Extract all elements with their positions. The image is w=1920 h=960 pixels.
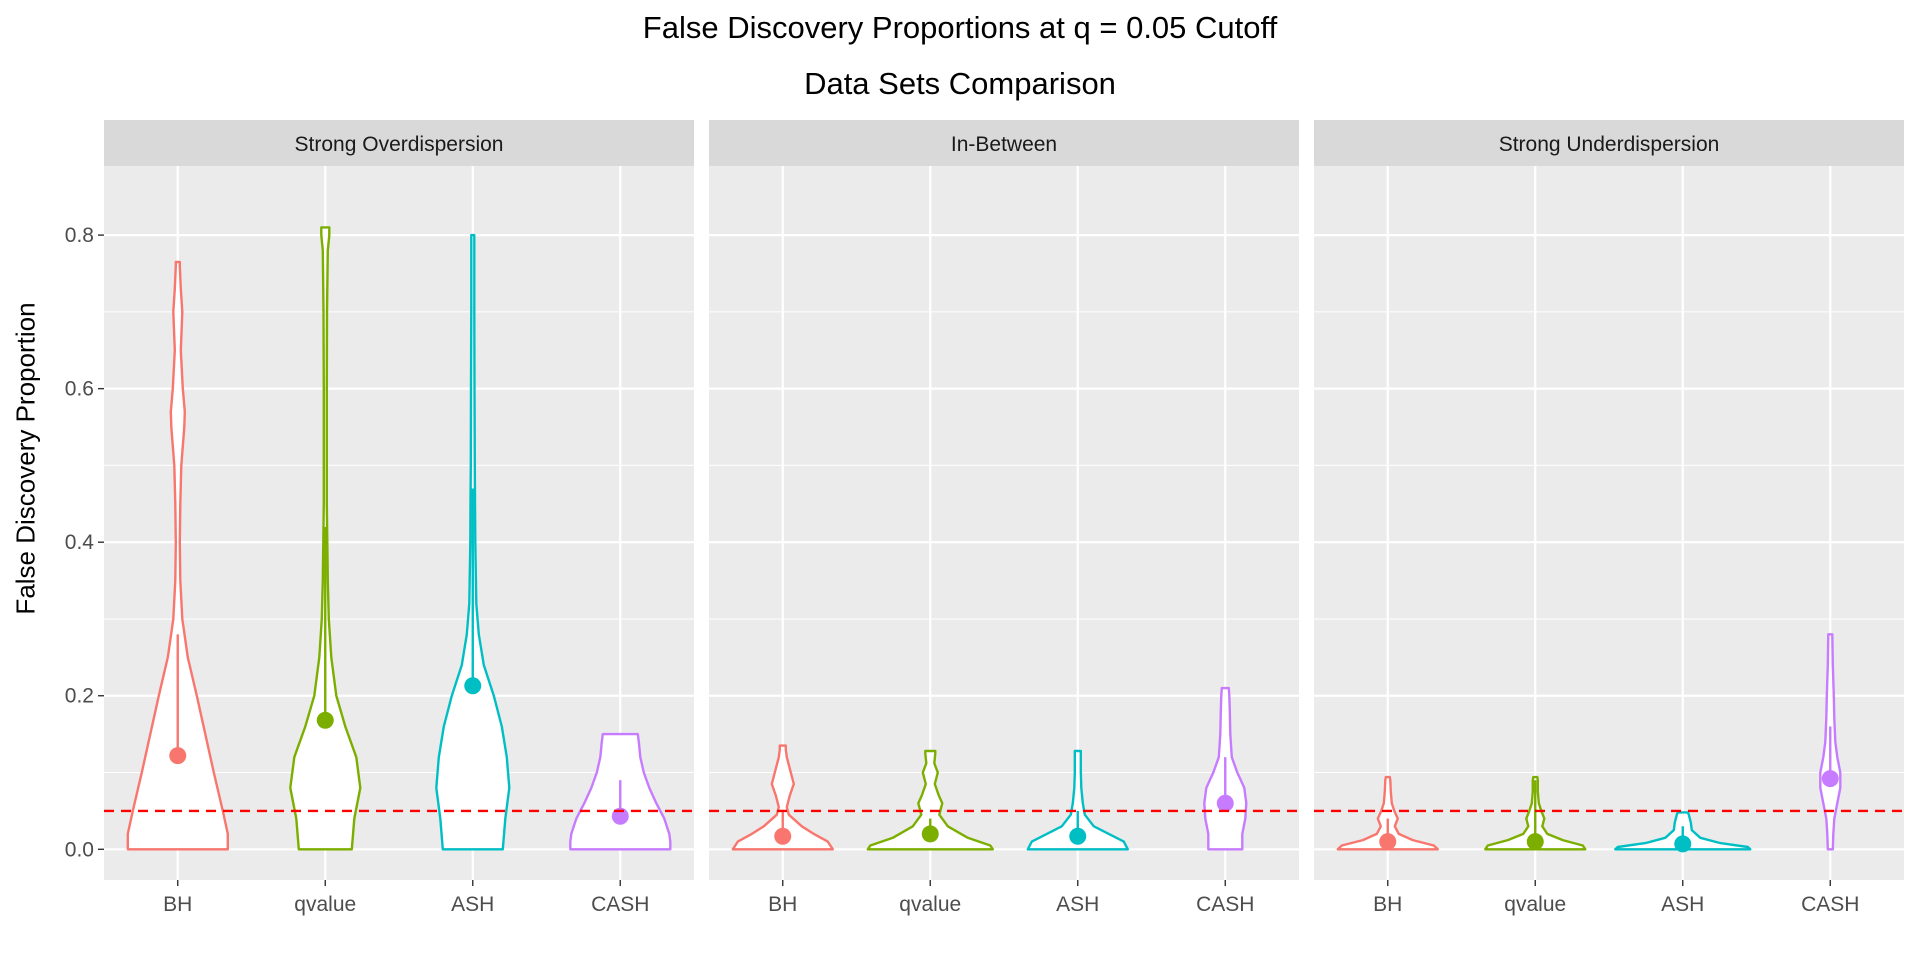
mean-point-in-between-qvalue [921, 825, 939, 843]
x-tick-label-cash: CASH [1196, 893, 1254, 916]
mean-point-strong-overdispersion-bh [169, 747, 187, 765]
facet-label-strong-underdispersion: Strong Underdispersion [1499, 133, 1720, 156]
x-tick-label-qvalue: qvalue [294, 893, 356, 916]
y-tick-label: 0.6 [65, 378, 94, 401]
panel-background-in-between [709, 166, 1299, 880]
chart-title: False Discovery Proportions at q = 0.05 … [642, 10, 1278, 45]
violin-in-between-qvalue [866, 749, 994, 851]
y-tick-label: 0.2 [65, 685, 94, 708]
mean-point-strong-overdispersion-ash [464, 677, 482, 695]
x-tick-label-qvalue: qvalue [1504, 893, 1566, 916]
panel-background-strong-underdispersion [1314, 166, 1904, 880]
x-tick-label-qvalue: qvalue [899, 893, 961, 916]
violin-strong-underdispersion-bh [1336, 775, 1439, 851]
mean-point-strong-underdispersion-ash [1674, 835, 1692, 853]
violin-in-between-bh [731, 744, 834, 851]
mean-point-strong-underdispersion-bh [1379, 833, 1397, 851]
violin-strong-overdispersion-bh [126, 260, 229, 851]
facet-strip-strong-overdispersion [104, 120, 694, 166]
mean-point-in-between-bh [774, 827, 792, 845]
x-tick-label-cash: CASH [1801, 893, 1859, 916]
x-tick-label-bh: BH [1373, 893, 1402, 916]
x-tick-label-ash: ASH [451, 893, 494, 916]
facet-strip-strong-underdispersion [1314, 120, 1904, 166]
facet-label-strong-overdispersion: Strong Overdispersion [295, 133, 504, 156]
x-tick-label-ash: ASH [1056, 893, 1099, 916]
facet-label-in-between: In-Between [951, 133, 1057, 156]
mean-point-in-between-ash [1069, 827, 1087, 845]
y-tick-label: 0.8 [65, 224, 94, 247]
y-tick-label: 0.0 [65, 838, 94, 861]
mean-point-strong-overdispersion-qvalue [316, 711, 334, 729]
x-tick-label-bh: BH [768, 893, 797, 916]
x-tick-label-bh: BH [163, 893, 192, 916]
mean-point-strong-underdispersion-cash [1821, 770, 1839, 788]
mean-point-strong-underdispersion-qvalue [1526, 833, 1544, 851]
mean-point-in-between-cash [1216, 794, 1234, 812]
violin-in-between-ash [1026, 749, 1129, 851]
x-tick-label-cash: CASH [591, 893, 649, 916]
y-tick-label: 0.4 [65, 531, 95, 554]
chart-subtitle: Data Sets Comparison [804, 66, 1116, 101]
facet-strip-in-between [709, 120, 1299, 166]
x-tick-label-ash: ASH [1661, 893, 1704, 916]
